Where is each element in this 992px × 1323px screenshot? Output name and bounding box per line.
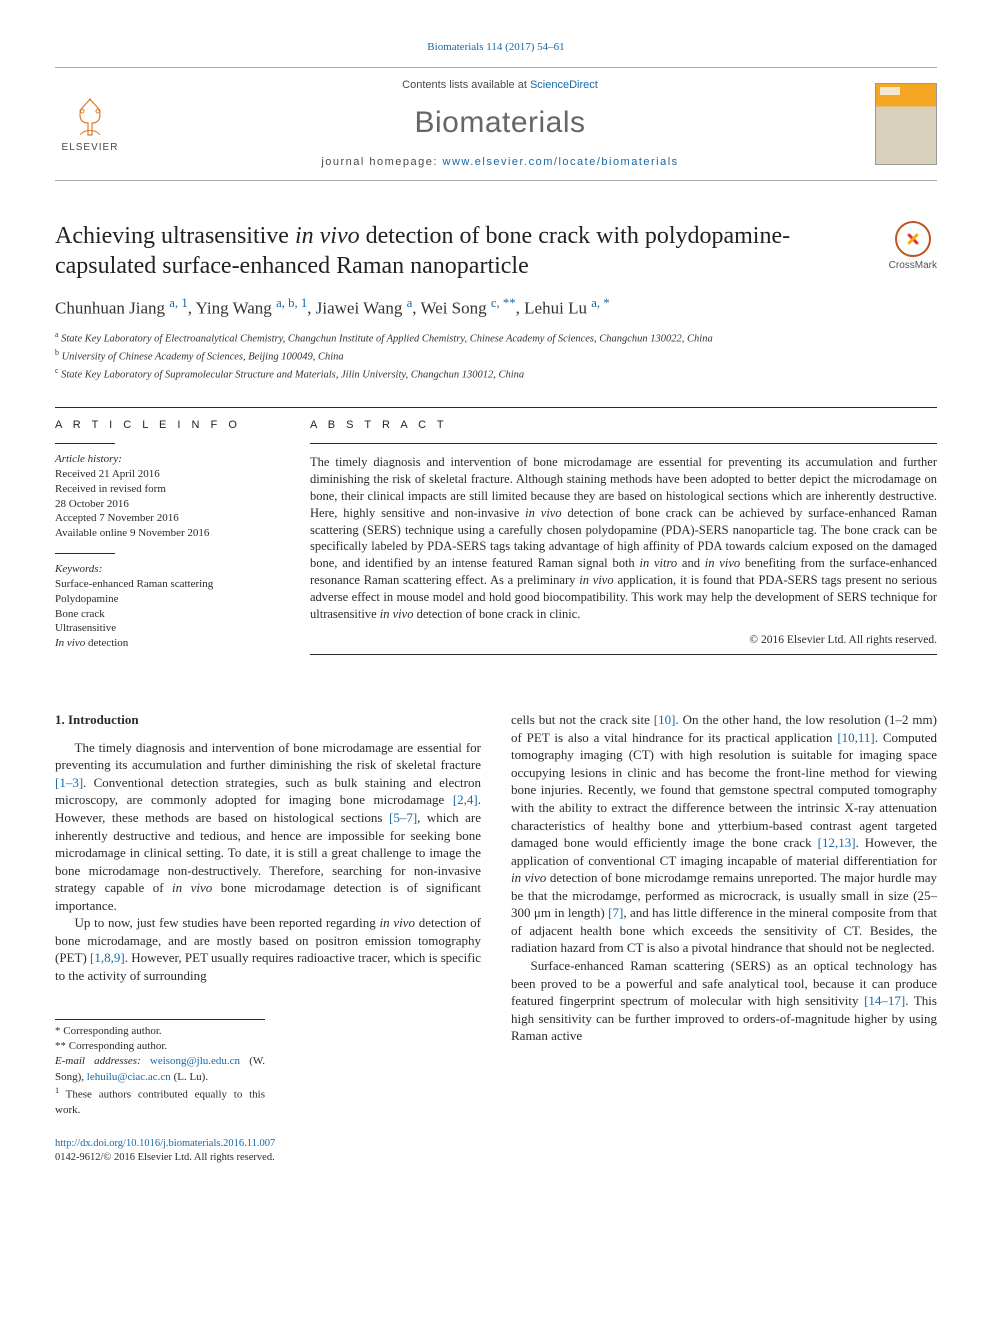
section-heading: 1. Introduction bbox=[55, 711, 481, 729]
title-block: Achieving ultrasensitive in vivo detecti… bbox=[55, 221, 937, 281]
authors: Chunhuan Jiang a, 1, Ying Wang a, b, 1, … bbox=[55, 295, 937, 321]
article-info-heading: A R T I C L E I N F O bbox=[55, 418, 280, 433]
page-footer: http://dx.doi.org/10.1016/j.biomaterials… bbox=[55, 1137, 937, 1165]
sciencedirect-link[interactable]: ScienceDirect bbox=[530, 79, 598, 91]
footnote-line: * Corresponding author. bbox=[55, 1024, 265, 1039]
affiliations: a State Key Laboratory of Electroanalyti… bbox=[55, 329, 937, 384]
body-paragraph: Surface-enhanced Raman scattering (SERS)… bbox=[511, 957, 937, 1045]
affiliation-line: a State Key Laboratory of Electroanalyti… bbox=[55, 329, 937, 347]
footnote-line: ** Corresponding author. bbox=[55, 1039, 265, 1054]
journal-cover-thumb bbox=[875, 83, 937, 165]
homepage-prefix: journal homepage: bbox=[321, 156, 442, 168]
affiliation-line: c State Key Laboratory of Supramolecular… bbox=[55, 365, 937, 383]
abstract-copyright: © 2016 Elsevier Ltd. All rights reserved… bbox=[310, 633, 937, 649]
running-citation: Biomaterials 114 (2017) 54–61 bbox=[55, 40, 937, 55]
info-rule bbox=[55, 443, 115, 444]
body-paragraph: Up to now, just few studies have been re… bbox=[55, 914, 481, 984]
abstract-rule bbox=[310, 443, 937, 444]
keyword: Polydopamine bbox=[55, 592, 280, 607]
history-line: Received in revised form bbox=[55, 482, 280, 497]
footnote-line: 1 These authors contributed equally to t… bbox=[55, 1085, 265, 1118]
affiliation-line: b University of Chinese Academy of Scien… bbox=[55, 347, 937, 365]
masthead: ELSEVIER Contents lists available at Sci… bbox=[55, 67, 937, 181]
abstract-body: The timely diagnosis and intervention of… bbox=[310, 454, 937, 623]
citation-vol: 114 (2017) 54–61 bbox=[486, 41, 564, 53]
keywords-label: Keywords: bbox=[55, 563, 102, 575]
homepage-line: journal homepage: www.elsevier.com/locat… bbox=[135, 155, 865, 170]
body-paragraph: cells but not the crack site [10]. On th… bbox=[511, 711, 937, 957]
crossmark-badge[interactable]: CrossMark bbox=[889, 221, 937, 281]
contents-prefix: Contents lists available at bbox=[402, 79, 530, 91]
footnote-line: E-mail addresses: weisong@jlu.edu.cn (W.… bbox=[55, 1054, 265, 1085]
divider bbox=[55, 407, 937, 408]
body-paragraph: The timely diagnosis and intervention of… bbox=[55, 739, 481, 914]
footnotes: * Corresponding author.** Corresponding … bbox=[55, 1019, 265, 1119]
keyword: Surface-enhanced Raman scattering bbox=[55, 577, 280, 592]
info-abstract-row: A R T I C L E I N F O Article history: R… bbox=[55, 418, 937, 655]
body-col-left: 1. Introduction The timely diagnosis and… bbox=[55, 711, 481, 1118]
keyword: In vivo detection bbox=[55, 636, 280, 651]
citation-journal: Biomaterials bbox=[427, 41, 483, 53]
running-citation-link[interactable]: Biomaterials 114 (2017) 54–61 bbox=[427, 41, 564, 53]
contents-line: Contents lists available at ScienceDirec… bbox=[135, 78, 865, 93]
keyword: Bone crack bbox=[55, 607, 280, 622]
body-columns: 1. Introduction The timely diagnosis and… bbox=[55, 711, 937, 1118]
history-line: Received 21 April 2016 bbox=[55, 467, 280, 482]
homepage-link[interactable]: www.elsevier.com/locate/biomaterials bbox=[443, 156, 679, 168]
body-col-right: cells but not the crack site [10]. On th… bbox=[511, 711, 937, 1118]
elsevier-logo: ELSEVIER bbox=[55, 93, 125, 155]
crossmark-icon bbox=[895, 221, 931, 257]
elsevier-tree-icon bbox=[66, 93, 114, 141]
page: Biomaterials 114 (2017) 54–61 ELSEVIER C… bbox=[0, 0, 992, 1195]
doi-link[interactable]: http://dx.doi.org/10.1016/j.biomaterials… bbox=[55, 1138, 275, 1149]
abstract-rule-bottom bbox=[310, 654, 937, 655]
paper-title: Achieving ultrasensitive in vivo detecti… bbox=[55, 221, 869, 281]
history-line: 28 October 2016 bbox=[55, 497, 280, 512]
keyword: Ultrasensitive bbox=[55, 621, 280, 636]
abstract: A B S T R A C T The timely diagnosis and… bbox=[310, 418, 937, 655]
info-rule-2 bbox=[55, 553, 115, 554]
issn-line: 0142-9612/© 2016 Elsevier Ltd. All right… bbox=[55, 1152, 275, 1163]
history-line: Accepted 7 November 2016 bbox=[55, 511, 280, 526]
history-label: Article history: bbox=[55, 453, 122, 465]
masthead-center: Contents lists available at ScienceDirec… bbox=[135, 78, 865, 170]
keywords-lines: Surface-enhanced Raman scatteringPolydop… bbox=[55, 577, 280, 651]
article-info: A R T I C L E I N F O Article history: R… bbox=[55, 418, 280, 655]
history-lines: Received 21 April 2016Received in revise… bbox=[55, 467, 280, 541]
crossmark-label: CrossMark bbox=[889, 259, 937, 273]
abstract-heading: A B S T R A C T bbox=[310, 418, 937, 433]
history-line: Available online 9 November 2016 bbox=[55, 526, 280, 541]
elsevier-wordmark: ELSEVIER bbox=[62, 141, 119, 155]
journal-name: Biomaterials bbox=[135, 103, 865, 144]
